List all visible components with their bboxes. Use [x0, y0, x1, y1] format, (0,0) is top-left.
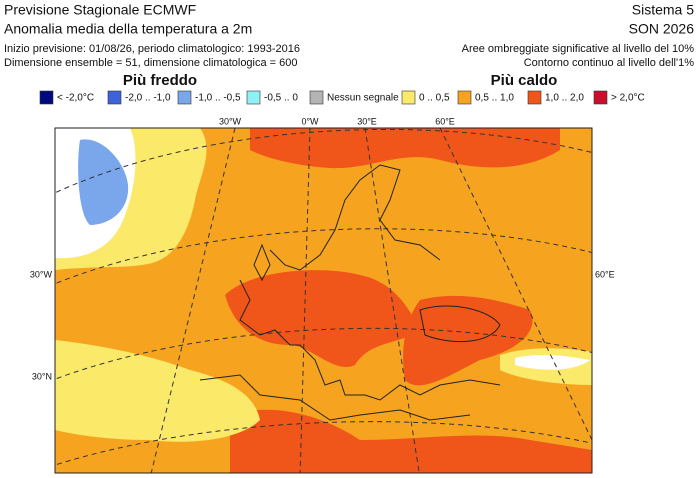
legend-swatch — [527, 90, 542, 105]
coastline — [419, 305, 501, 343]
legend-swatch — [457, 90, 472, 105]
coastline — [269, 164, 441, 271]
grid-line — [55, 128, 592, 194]
lon-label: 0°W — [301, 116, 319, 126]
white-area — [515, 354, 590, 370]
legend-label: -2,0 .. -1,0 — [125, 93, 171, 104]
info: Inizio previsione: 01/08/26, periodo cli… — [4, 43, 300, 55]
warm-area — [250, 128, 560, 169]
legend-label: < -2,0°C — [57, 93, 94, 104]
coastline — [253, 243, 271, 282]
grid-line — [439, 128, 592, 441]
legend-label: 0 .. 0,5 — [419, 93, 450, 104]
legend-swatch — [309, 90, 324, 105]
legend-label: 0,5 .. 1,0 — [475, 93, 514, 104]
legend: < -2,0°C -2,0 .. -1,0 -1,0 .. -0,5 -0,5 .. … — [39, 90, 645, 105]
grid-line — [55, 327, 592, 380]
map: 30°W 0°W 30°E 60°E 30°W 60°E 30°N — [30, 116, 615, 474]
warmer-label: Più caldo — [491, 72, 558, 89]
grid-line — [55, 228, 592, 285]
title: Previsione Stagionale ECMWF — [4, 2, 196, 18]
lon-label: 60°E — [435, 116, 455, 126]
grid-line — [55, 421, 592, 466]
subtitle: Anomalia media della temperatura a 2m — [4, 21, 252, 37]
legend-swatch — [107, 90, 122, 105]
system: Sistema 5 — [632, 2, 694, 18]
coastline — [199, 374, 471, 421]
legend-swatch — [401, 90, 416, 105]
note: Aree ombreggiate significative al livell… — [462, 43, 695, 55]
legend-label: -1,0 .. -0,5 — [195, 93, 241, 104]
legend-label: -0,5 .. 0 — [264, 93, 298, 104]
lon-label: 30°W — [219, 116, 242, 126]
legend-swatch — [177, 90, 192, 105]
legend-swatch — [39, 90, 54, 105]
lat-label: 30°N — [32, 371, 52, 381]
lon-label: 30°E — [357, 116, 377, 126]
yellow-area — [55, 340, 260, 442]
warm-area — [225, 270, 420, 368]
legend-swatch — [246, 90, 261, 105]
warm-area — [230, 409, 592, 473]
map-frame — [54, 127, 593, 474]
legend-label: 1,0 .. 2,0 — [545, 93, 584, 104]
cool-area — [78, 139, 129, 225]
info: Dimensione ensemble = 51, dimensione cli… — [4, 57, 298, 69]
warm-area — [403, 295, 533, 386]
season: SON 2026 — [629, 21, 695, 37]
colder-label: Più freddo — [123, 72, 197, 89]
grid-line — [150, 128, 236, 473]
lon-label: 30°W — [30, 269, 53, 279]
grid-line — [299, 128, 311, 473]
legend-swatch — [593, 90, 608, 105]
legend-label: Nessun segnale — [327, 93, 399, 104]
lon-label: 60°E — [595, 269, 615, 279]
legend-label: > 2,0°C — [611, 93, 645, 104]
note: Contorno continuo al livello dell'1% — [524, 57, 694, 69]
coastline — [239, 279, 501, 401]
